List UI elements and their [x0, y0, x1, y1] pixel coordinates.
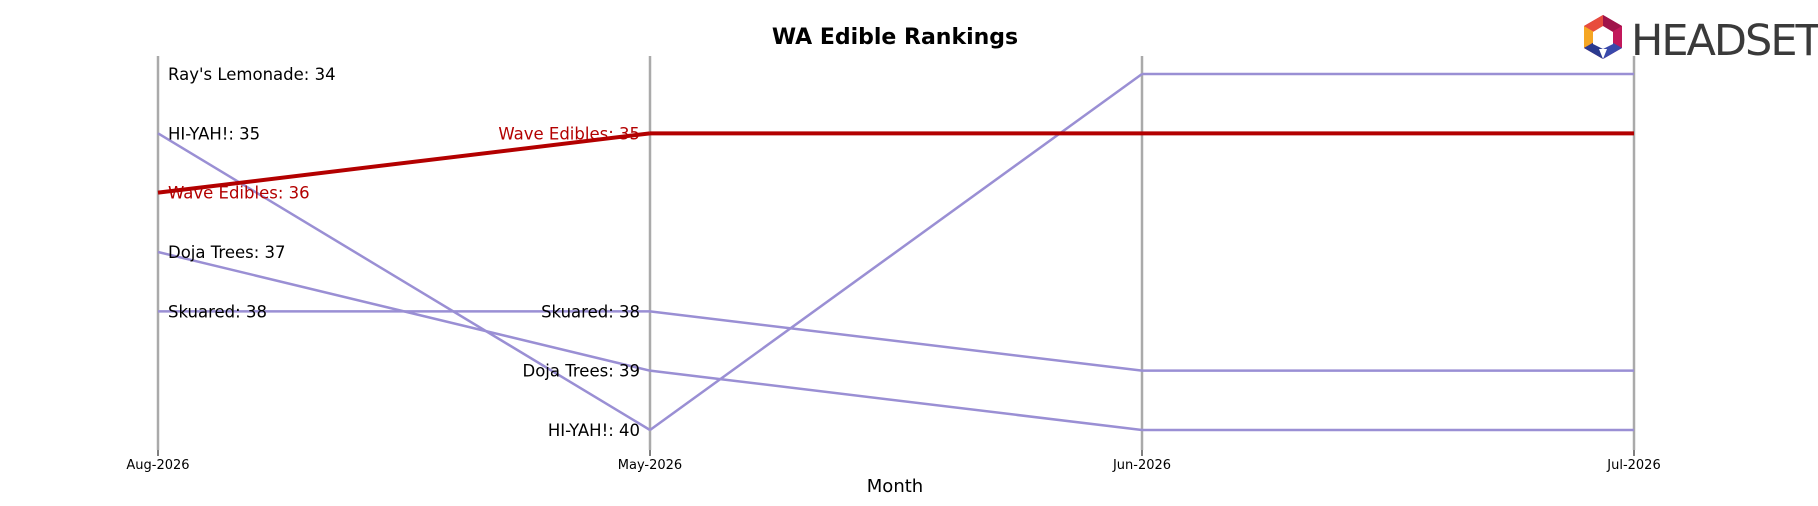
- x-tick-label-Jul-2026: Jul-2026: [1606, 458, 1660, 473]
- point-label-2: Wave Edibles: 36: [168, 184, 310, 203]
- point-label-0: Ray's Lemonade: 34: [168, 65, 336, 84]
- point-label-8: HI-YAH!: 40: [548, 421, 640, 440]
- series-lines: [157, 72, 1634, 432]
- series-line-wave-edibles-seg-0: [157, 131, 651, 195]
- series-line-skuared-seg-1: [649, 310, 1143, 372]
- x-axis-ticks: Aug-2026 May-2026 Jun-2026 Jul-2026: [126, 450, 1661, 473]
- x-tick-label-May-2026: May-2026: [618, 458, 682, 473]
- headset-hexagon-logo-icon: [1584, 15, 1622, 59]
- headset-logo-text: HEADSET: [1631, 16, 1818, 66]
- series-line-doja-trees-seg-1: [649, 369, 1143, 432]
- point-label-7: Doja Trees: 39: [522, 362, 640, 381]
- point-label-4: Skuared: 38: [168, 302, 267, 321]
- point-label-5: Wave Edibles: 35: [498, 124, 640, 143]
- point-label-1: HI-YAH!: 35: [168, 124, 260, 143]
- headset-logo: HEADSET: [1584, 15, 1818, 66]
- series-line-hi-yah--seg-0: [157, 132, 651, 432]
- x-tick-label-Jun-2026: Jun-2026: [1112, 458, 1171, 473]
- point-label-6: Skuared: 38: [541, 302, 640, 321]
- point-label-3: Doja Trees: 37: [168, 243, 286, 262]
- x-axis-label: Month: [867, 476, 923, 497]
- series-line-hi-yah--seg-1: [649, 72, 1143, 432]
- x-tick-label-Aug-2026: Aug-2026: [126, 458, 189, 473]
- point-labels: Ray's Lemonade: 34 HI-YAH!: 35 Wave Edible…: [168, 65, 640, 440]
- chart-title: WA Edible Rankings: [772, 25, 1018, 50]
